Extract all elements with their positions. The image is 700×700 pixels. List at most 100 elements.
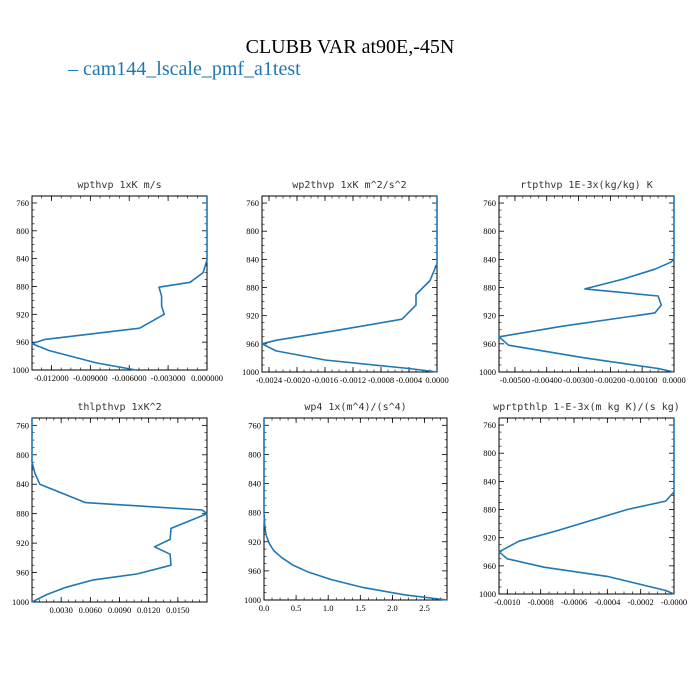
- y-tick-label: 920: [483, 533, 496, 543]
- y-tick-label: 840: [483, 254, 496, 264]
- x-tick-label: 0.0060: [79, 605, 102, 615]
- series-line: [498, 196, 675, 373]
- y-tick-label: 920: [248, 537, 261, 547]
- series-line: [31, 418, 208, 603]
- y-tick-label: 1000: [12, 365, 29, 375]
- series-line: [498, 418, 675, 595]
- chart-panel-6: wprtpthlp 1-E-3x(m kg K)/(s kg) 760 800 840…: [479, 402, 687, 607]
- x-tick-label: 1.5: [355, 603, 366, 613]
- plot-frame: [261, 195, 438, 373]
- chart-panel-1: wpthvp 1xK m/s 760 800 840 880 920 960 1000 -0.0…: [12, 180, 223, 383]
- x-tick-label: -0.00500: [500, 375, 530, 385]
- y-tick-label: 960: [248, 566, 261, 576]
- y-tick-label: 800: [246, 226, 259, 236]
- y-tick-label: 920: [246, 311, 259, 321]
- legend-label: cam144_lscale_pmf_a1test: [83, 58, 301, 80]
- y-tick-label: 880: [16, 281, 29, 291]
- y-tick-label: 760: [16, 198, 29, 208]
- x-tick-label: 1.0: [323, 603, 334, 613]
- x-tick-label: -0.0008: [528, 597, 554, 607]
- plot-frame: [498, 195, 675, 373]
- y-tick-label: 800: [483, 448, 496, 458]
- x-tick-label: 0.0120: [137, 605, 160, 615]
- y-tick-label: 1000: [244, 595, 261, 605]
- x-tick-label: -0.003000: [151, 373, 186, 383]
- y-tick-label: 1000: [12, 597, 29, 607]
- y-tick-label: 760: [246, 198, 259, 208]
- y-tick-label: 800: [16, 226, 29, 236]
- x-tick-label: -0.0010: [494, 597, 520, 607]
- x-tick-label: -0.0006: [561, 597, 587, 607]
- plot-frame: [498, 417, 675, 595]
- x-tick-label: -0.0020: [284, 375, 310, 385]
- y-tick-label: 800: [248, 449, 261, 459]
- y-tick-label: 880: [246, 283, 259, 293]
- x-tick-label: -0.00300: [563, 375, 593, 385]
- x-tick-label: 0.0090: [108, 605, 131, 615]
- x-tick-label: 2.0: [387, 603, 398, 613]
- y-tick-label: 920: [16, 538, 29, 548]
- y-tick-label: 960: [483, 561, 496, 571]
- x-tick-label: -0.00200: [595, 375, 625, 385]
- y-tick-label: 920: [16, 309, 29, 319]
- y-tick-label: 960: [16, 337, 29, 347]
- page-title: CLUBB VAR at90E,-45N: [245, 36, 455, 58]
- y-tick-label: 800: [483, 226, 496, 236]
- x-tick-label: 0.0150: [166, 605, 189, 615]
- chart-panel-2: wp2thvp 1xK m^2/s^2 760 800 840 880 920 960 100…: [242, 180, 449, 385]
- x-tick-label: -0.006000: [112, 373, 147, 383]
- y-tick-label: 840: [248, 479, 261, 489]
- x-tick-label: 0.000000: [191, 373, 223, 383]
- y-tick-label: 880: [16, 509, 29, 519]
- y-tick-label: 880: [483, 505, 496, 515]
- panel-title: wp4 1x(m^4)/(s^4): [304, 402, 406, 413]
- x-tick-label: -0.0002: [628, 597, 654, 607]
- plot-frame: [263, 417, 448, 601]
- x-tick-label: -0.0004: [396, 375, 423, 385]
- y-tick-label: 880: [248, 508, 261, 518]
- series-line: [31, 196, 208, 371]
- y-tick-label: 1000: [479, 367, 496, 377]
- y-tick-label: 760: [248, 420, 261, 430]
- y-tick-label: 840: [16, 479, 29, 489]
- x-tick-label: -0.0008: [368, 375, 394, 385]
- x-tick-label: 0.0000: [425, 375, 448, 385]
- x-tick-label: 0.0030: [49, 605, 72, 615]
- x-tick-label: 0.0000: [662, 375, 685, 385]
- y-tick-label: 1000: [479, 589, 496, 599]
- y-tick-label: 960: [246, 339, 259, 349]
- x-tick-label: 2.5: [419, 603, 430, 613]
- y-tick-label: 760: [483, 198, 496, 208]
- x-tick-label: -0.0000: [661, 597, 687, 607]
- y-tick-label: 800: [16, 450, 29, 460]
- y-tick-label: 840: [16, 254, 29, 264]
- panel-title: thlpthvp 1xK^2: [77, 402, 161, 413]
- y-tick-label: 840: [246, 254, 259, 264]
- y-tick-label: 920: [483, 311, 496, 321]
- y-tick-label: 760: [483, 420, 496, 430]
- panel-title: rtpthvp 1E-3x(kg/kg) K: [520, 180, 652, 191]
- x-tick-label: 0.5: [291, 603, 302, 613]
- y-tick-label: 960: [483, 339, 496, 349]
- x-tick-label: -0.0016: [312, 375, 338, 385]
- x-tick-label: -0.00400: [531, 375, 561, 385]
- legend: – cam144_lscale_pmf_a1test: [68, 58, 301, 81]
- series-line: [261, 196, 438, 373]
- x-tick-label: 0.0: [259, 603, 270, 613]
- x-tick-label: -0.0024: [256, 375, 283, 385]
- y-tick-label: 880: [483, 283, 496, 293]
- panel-title: wprtpthlp 1-E-3x(m kg K)/(s kg): [493, 402, 680, 413]
- y-tick-label: 760: [16, 420, 29, 430]
- chart-panel-4: thlpthvp 1xK^2 760 800 840 880 920 960 1000 0.00…: [12, 402, 208, 615]
- chart-panel-5: wp4 1x(m^4)/(s^4)76080084088092096010000…: [244, 402, 448, 613]
- panel-title: wpthvp 1xK m/s: [77, 180, 161, 191]
- y-tick-label: 960: [16, 568, 29, 578]
- y-tick-label: 840: [483, 476, 496, 486]
- legend-line-marker: –: [68, 58, 78, 80]
- x-tick-label: -0.0004: [594, 597, 621, 607]
- x-tick-label: -0.012000: [34, 373, 69, 383]
- series-line: [263, 418, 448, 601]
- plot-frame: [31, 417, 208, 603]
- y-tick-label: 1000: [242, 367, 259, 377]
